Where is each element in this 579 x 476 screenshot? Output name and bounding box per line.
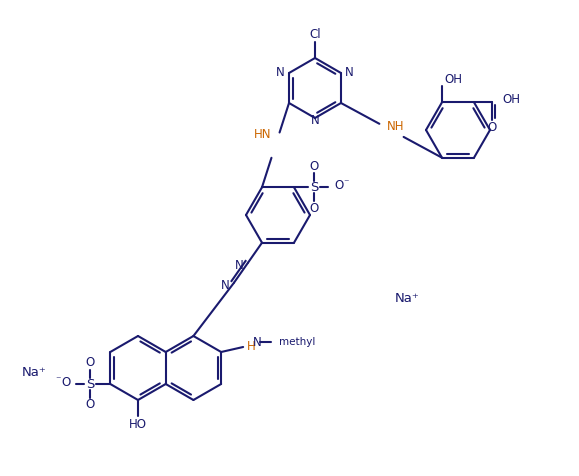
Text: O: O [309,202,318,215]
Text: Na⁺: Na⁺ [395,291,420,305]
Text: HN: HN [254,128,272,141]
Text: N: N [310,113,320,127]
Text: ⁻: ⁻ [343,178,349,188]
Text: Cl: Cl [309,29,321,41]
Text: OH: OH [444,73,462,86]
Text: O: O [86,357,95,369]
Text: N: N [276,67,285,79]
Text: O: O [86,398,95,411]
Text: O: O [309,160,318,173]
Text: methyl: methyl [279,337,316,347]
Text: O: O [334,179,343,192]
Text: S: S [310,181,318,194]
Text: H: H [247,339,256,353]
Text: N: N [253,336,262,348]
Text: Na⁺: Na⁺ [22,366,47,378]
Text: OH: OH [502,93,520,106]
Text: O: O [61,376,70,388]
Text: HO: HO [129,417,147,430]
Text: N: N [345,67,354,79]
Text: NH: NH [387,120,405,133]
Text: N: N [221,279,230,292]
Text: O: O [488,121,497,134]
Text: S: S [86,377,94,390]
Text: N: N [235,259,244,272]
Text: ⁻: ⁻ [56,375,61,385]
